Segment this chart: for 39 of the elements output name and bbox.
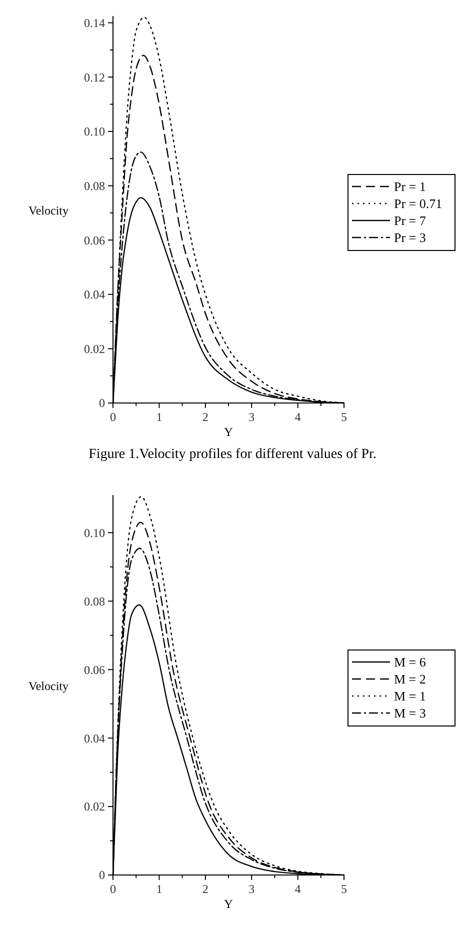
y-tick-label: 0.08 xyxy=(84,594,105,608)
legend-label: Pr = 3 xyxy=(394,230,426,246)
x-tick-label: 4 xyxy=(294,410,301,424)
y-tick-label: 0 xyxy=(99,396,105,410)
y-tick-label: 0.06 xyxy=(84,233,105,248)
y-axis-title: Velocity xyxy=(28,679,68,693)
y-tick-label: 0.06 xyxy=(84,662,105,677)
legend-label: M = 6 xyxy=(394,654,426,670)
x-tick-label: 2 xyxy=(202,410,208,424)
x-tick-label: 2 xyxy=(202,882,208,896)
y-tick-label: 0 xyxy=(99,868,105,882)
y-tick-label: 0.08 xyxy=(84,178,105,193)
y-tick-label: 0.10 xyxy=(84,526,105,540)
x-tick-label: 1 xyxy=(156,882,162,896)
legend-label: Pr = 0.71 xyxy=(394,196,442,212)
y-tick-label: 0.02 xyxy=(84,342,105,356)
x-tick-label: 0 xyxy=(110,882,116,896)
x-axis-title: Y xyxy=(224,897,234,911)
legend-label: M = 1 xyxy=(394,688,426,704)
x-axis-title: Y xyxy=(224,425,234,439)
y-axis-title: Velocity xyxy=(28,204,68,218)
legend-label: M = 2 xyxy=(394,672,426,687)
x-tick-label: 0 xyxy=(110,410,116,424)
x-tick-label: 5 xyxy=(341,882,347,896)
y-tick-label: 0.12 xyxy=(84,70,105,84)
legend-label: M = 3 xyxy=(394,706,426,721)
x-tick-label: 4 xyxy=(294,882,301,896)
caption: Figure 1.Velocity profiles for different values of Pr. xyxy=(88,447,376,462)
y-tick-label: 0.04 xyxy=(84,731,105,746)
y-tick-label: 0.14 xyxy=(84,16,105,30)
legend-label: Pr = 1 xyxy=(394,179,426,194)
x-tick-label: 5 xyxy=(341,410,347,424)
y-tick-label: 0.02 xyxy=(84,800,105,814)
legend-label: Pr = 7 xyxy=(394,213,426,228)
x-tick-label: 3 xyxy=(248,410,255,424)
x-tick-label: 1 xyxy=(156,410,162,424)
x-tick-label: 3 xyxy=(248,882,255,896)
y-tick-label: 0.04 xyxy=(84,288,105,302)
y-tick-label: 0.10 xyxy=(84,124,105,139)
